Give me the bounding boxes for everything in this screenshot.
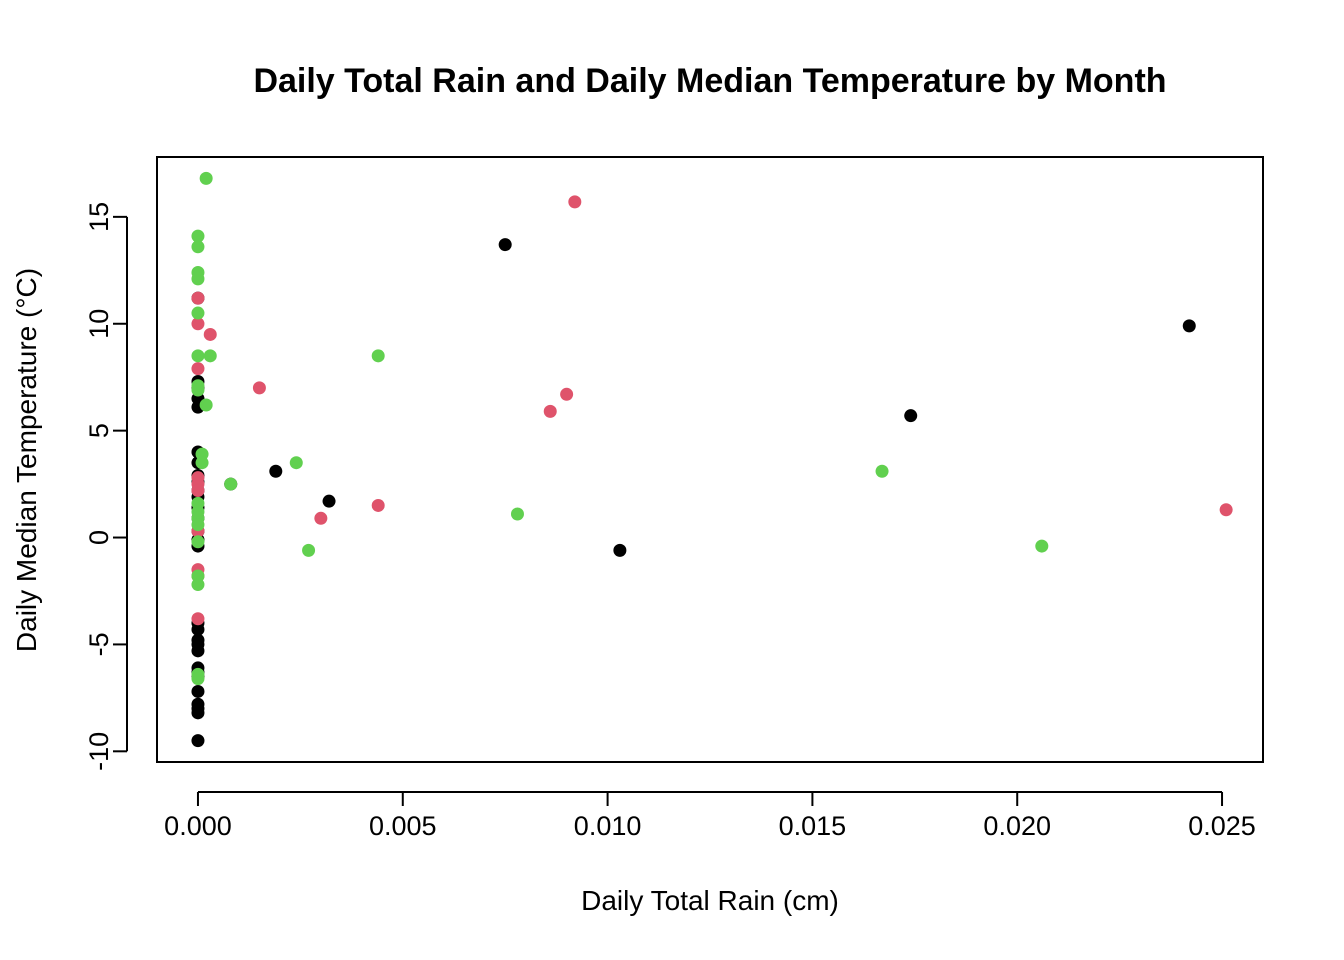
x-tick-label: 0.010	[574, 811, 642, 841]
data-point	[498, 238, 512, 252]
data-point	[560, 387, 574, 401]
data-point	[289, 456, 303, 470]
chart-title: Daily Total Rain and Daily Median Temper…	[253, 62, 1166, 100]
data-point	[224, 477, 238, 491]
data-point	[568, 195, 582, 209]
x-axis: 0.000 0.005 0.010 0.015 0.020 0.025	[164, 791, 1256, 841]
y-tick-label: -10	[84, 732, 114, 771]
data-point	[203, 327, 217, 341]
data-point	[1035, 539, 1049, 553]
data-point	[191, 291, 205, 305]
data-point	[1182, 319, 1196, 333]
y-tick-label: 10	[84, 309, 114, 339]
data-point	[199, 171, 213, 185]
data-point	[191, 622, 205, 636]
data-point	[191, 229, 205, 243]
data-point	[191, 362, 205, 376]
data-point	[191, 644, 205, 658]
data-point	[314, 511, 328, 525]
data-point	[875, 464, 889, 478]
data-point	[191, 240, 205, 254]
data-point	[199, 398, 213, 412]
y-axis: -10 -5 0 5 10 15	[84, 202, 128, 771]
data-point	[191, 578, 205, 592]
data-point	[371, 498, 385, 512]
data-point	[1219, 503, 1233, 517]
x-tick-label: 0.020	[983, 811, 1051, 841]
data-point	[191, 306, 205, 320]
x-axis-label: Daily Total Rain (cm)	[581, 885, 839, 916]
data-point	[322, 494, 336, 508]
data-point	[195, 456, 209, 470]
data-points	[191, 171, 1233, 748]
data-point	[269, 464, 283, 478]
y-axis-label: Daily Median Temperature (°C)	[11, 268, 42, 652]
x-tick-label: 0.005	[369, 811, 437, 841]
data-point	[191, 535, 205, 549]
data-point	[191, 383, 205, 397]
data-point	[302, 543, 316, 557]
data-point	[191, 672, 205, 686]
x-tick-label: 0.025	[1188, 811, 1256, 841]
data-point	[191, 612, 205, 626]
data-point	[191, 317, 205, 331]
plot-area-frame	[156, 156, 1264, 763]
y-tick-label: 0	[84, 530, 114, 545]
data-point	[203, 349, 217, 363]
data-point	[191, 734, 205, 748]
data-point	[510, 507, 524, 521]
x-tick-label: 0.015	[779, 811, 847, 841]
data-point	[191, 349, 205, 363]
y-tick-label: -5	[84, 632, 114, 656]
data-point	[613, 543, 627, 557]
data-point	[252, 381, 266, 395]
data-point	[191, 272, 205, 286]
x-tick-label: 0.000	[164, 811, 232, 841]
y-tick-label: 15	[84, 202, 114, 232]
y-tick-label: 5	[84, 423, 114, 438]
data-point	[191, 518, 205, 532]
data-point	[191, 483, 205, 497]
data-point	[191, 684, 205, 698]
data-point	[371, 349, 385, 363]
data-point	[904, 409, 918, 423]
data-point	[543, 404, 557, 418]
data-point	[191, 706, 205, 720]
